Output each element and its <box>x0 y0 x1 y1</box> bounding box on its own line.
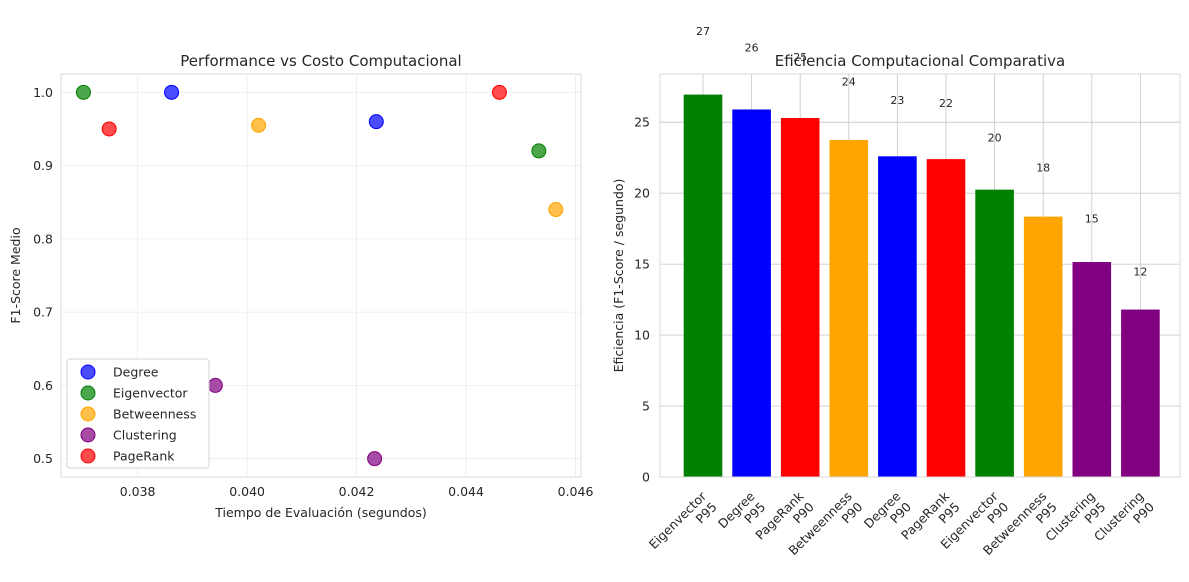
scatter-point-pagerank <box>101 121 117 137</box>
scatter-point-clustering <box>367 451 383 467</box>
scatter-point-clustering <box>207 377 223 393</box>
legend-frame <box>66 358 210 469</box>
legend-marker-pagerank <box>80 448 96 464</box>
bar-value-label: 25 <box>793 51 807 64</box>
scatter-y-tick-label: 0.8 <box>33 231 53 246</box>
bar-y-tick-label: 10 <box>634 328 650 343</box>
scatter-y-tick-label: 0.6 <box>33 378 53 393</box>
bar-y-tick-label: 15 <box>634 257 650 272</box>
bar-pagerank-p90 <box>780 117 820 477</box>
scatter-point-betweenness <box>251 117 267 133</box>
scatter-x-ticks: 0.038 0.040 0.042 0.044 0.046 <box>120 484 594 499</box>
bar-value-label: 24 <box>842 76 856 89</box>
scatter-y-tick-label: 0.9 <box>33 158 53 173</box>
legend-marker-betweenness <box>80 406 96 422</box>
legend-label-betweenness: Betweenness <box>113 407 196 422</box>
scatter-points <box>75 84 564 467</box>
bar-value-label: 15 <box>1085 212 1099 225</box>
legend-label-degree: Degree <box>113 365 159 380</box>
bar-value-label: 12 <box>1133 266 1147 279</box>
bar-value-label: 18 <box>1036 162 1050 175</box>
scatter-y-axis-label: F1-Score Medio <box>8 227 23 323</box>
legend-marker-eigenvector <box>80 385 96 401</box>
scatter-point-pagerank <box>491 84 507 100</box>
scatter-legend: Degree Eigenvector Betweenness Clustering Pa… <box>66 358 210 469</box>
scatter-point-betweenness <box>548 202 564 218</box>
bar-pagerank-p95 <box>926 159 966 477</box>
scatter-x-tick-label: 0.046 <box>558 484 594 499</box>
scatter-x-tick-label: 0.042 <box>339 484 375 499</box>
bar-value-label: 23 <box>890 94 904 107</box>
bar-title: Eficiencia Computacional Comparativa <box>775 52 1066 70</box>
scatter-point-eigenvector <box>531 143 547 159</box>
bar-degree-p90 <box>878 156 917 478</box>
scatter-y-tick-label: 1.0 <box>33 85 53 100</box>
bar-y-tick-label: 0 <box>642 470 650 485</box>
bar-y-tick-label: 25 <box>634 115 650 130</box>
legend-marker-clustering <box>80 427 96 443</box>
scatter-y-ticks: 0.5 0.6 0.7 0.8 0.9 1.0 <box>33 85 53 466</box>
bar-y-tick-label: 5 <box>642 399 650 414</box>
bar-x-ticks: EigenvectorP95DegreeP95PageRankP90Betwee… <box>646 488 1157 558</box>
legend-label-eigenvector: Eigenvector <box>113 386 188 401</box>
scatter-point-eigenvector <box>75 84 91 100</box>
scatter-point-degree <box>368 114 384 130</box>
bar-clustering-p90 <box>1121 309 1160 477</box>
scatter-x-tick-label: 0.040 <box>229 484 265 499</box>
scatter-plot-frame <box>60 73 582 478</box>
bar-value-label: 26 <box>745 42 759 55</box>
scatter-title: Performance vs Costo Computacional <box>180 52 461 70</box>
legend-marker-degree <box>80 364 96 380</box>
scatter-y-tick-label: 0.5 <box>33 451 53 466</box>
scatter-y-tick-label: 0.7 <box>33 305 53 320</box>
bar-betweenness-p90 <box>829 139 869 477</box>
bar-clustering-p95 <box>1072 262 1112 477</box>
bar-y-tick-label: 20 <box>634 186 650 201</box>
bar-y-axis-label: Eficiencia (F1-Score / segundo) <box>611 179 626 373</box>
bar-degree-p95 <box>732 109 771 478</box>
bar-value-label: 20 <box>988 131 1002 144</box>
scatter-chart: 0.038 0.040 0.042 0.044 0.046 0.50.60.70.80.… <box>8 52 593 520</box>
scatter-point-degree <box>164 84 180 100</box>
bar-data-labels: 27 26 25 24 23 22 20 18 15 12 <box>696 25 1147 279</box>
scatter-x-axis-label: Tiempo de Evaluación (segundos) <box>214 505 426 520</box>
bar-eigenvector-p90 <box>975 189 1014 477</box>
legend-label-pagerank: PageRank <box>113 449 175 464</box>
bar-value-label: 22 <box>939 97 953 110</box>
scatter-x-tick-label: 0.044 <box>448 484 484 499</box>
bar-value-label: 27 <box>696 25 710 38</box>
bar-y-ticks: 0 5 10 15 20 25 <box>634 115 650 485</box>
scatter-x-tick-label: 0.038 <box>120 484 156 499</box>
bar-betweenness-p95 <box>1023 216 1063 478</box>
bar-bars <box>683 94 1160 478</box>
bar-eigenvector-p95 <box>683 94 723 477</box>
legend-label-clustering: Clustering <box>113 428 177 443</box>
bar-plot-frame <box>659 73 1181 478</box>
bar-chart: 0 5 10 15 20 25 EigenvectorP95DegreeP95PageRa… <box>611 25 1181 558</box>
